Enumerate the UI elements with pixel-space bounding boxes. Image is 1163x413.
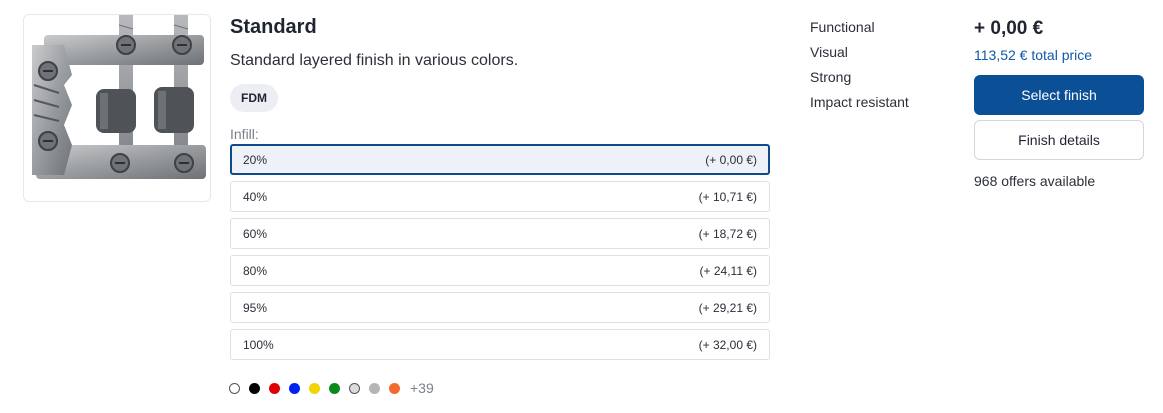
infill-option-95[interactable]: 95% (+ 29,21 €) bbox=[230, 292, 770, 323]
infill-option-price: (+ 24,11 €) bbox=[699, 263, 757, 278]
infill-option-price: (+ 18,72 €) bbox=[698, 226, 757, 241]
infill-option-40[interactable]: 40% (+ 10,71 €) bbox=[230, 181, 770, 212]
finish-description: Standard layered finish in various color… bbox=[230, 52, 519, 69]
color-swatch-light-grey[interactable] bbox=[349, 382, 360, 394]
product-thumbnail bbox=[23, 14, 211, 202]
infill-option-price: (+ 29,21 €) bbox=[698, 300, 757, 315]
color-swatch-yellow[interactable] bbox=[309, 382, 320, 394]
infill-option-value: 95% bbox=[243, 300, 268, 315]
infill-option-100[interactable]: 100% (+ 32,00 €) bbox=[230, 329, 770, 360]
infill-option-value: 100% bbox=[243, 337, 274, 352]
infill-label: Infill: bbox=[230, 126, 259, 142]
property-item: Strong bbox=[810, 69, 852, 85]
color-swatch-orange[interactable] bbox=[389, 382, 400, 394]
infill-option-value: 60% bbox=[243, 226, 268, 241]
infill-option-value: 80% bbox=[243, 263, 268, 278]
property-item: Functional bbox=[810, 19, 875, 35]
finish-price: + 0,00 € bbox=[974, 18, 1044, 39]
technology-badge: FDM bbox=[230, 84, 278, 112]
property-item: Impact resistant bbox=[810, 94, 909, 110]
color-swatch-red[interactable] bbox=[269, 382, 280, 394]
infill-option-60[interactable]: 60% (+ 18,72 €) bbox=[230, 218, 770, 249]
select-finish-button[interactable]: Select finish bbox=[974, 75, 1144, 115]
color-swatch-white[interactable] bbox=[229, 382, 240, 394]
infill-option-20[interactable]: 20% (+ 0,00 €) bbox=[230, 144, 770, 175]
more-colors-count[interactable]: +39 bbox=[410, 380, 434, 396]
color-swatch-black[interactable] bbox=[249, 382, 260, 394]
infill-option-price: (+ 32,00 €) bbox=[698, 337, 757, 352]
infill-option-value: 40% bbox=[243, 189, 268, 204]
offers-count: 968 offers available bbox=[974, 173, 1096, 189]
infill-option-value: 20% bbox=[243, 152, 268, 167]
color-swatch-green[interactable] bbox=[329, 382, 340, 394]
property-item: Visual bbox=[810, 44, 848, 60]
clamp-part-image bbox=[32, 15, 206, 179]
finish-details-button[interactable]: Finish details bbox=[974, 120, 1144, 160]
infill-option-80[interactable]: 80% (+ 24,11 €) bbox=[230, 255, 770, 286]
finish-title: Standard bbox=[230, 16, 317, 38]
infill-option-price: (+ 10,71 €) bbox=[698, 189, 757, 204]
total-price: 113,52 € total price bbox=[974, 47, 1093, 63]
infill-option-price: (+ 0,00 €) bbox=[705, 152, 757, 167]
color-swatches: +39 bbox=[229, 380, 434, 396]
color-swatch-grey[interactable] bbox=[369, 382, 380, 394]
finish-properties: Functional Visual Strong Impact resistan… bbox=[810, 19, 909, 119]
infill-options: 20% (+ 0,00 €) 40% (+ 10,71 €) 60% (+ 18… bbox=[230, 144, 770, 366]
color-swatch-blue[interactable] bbox=[289, 382, 300, 394]
